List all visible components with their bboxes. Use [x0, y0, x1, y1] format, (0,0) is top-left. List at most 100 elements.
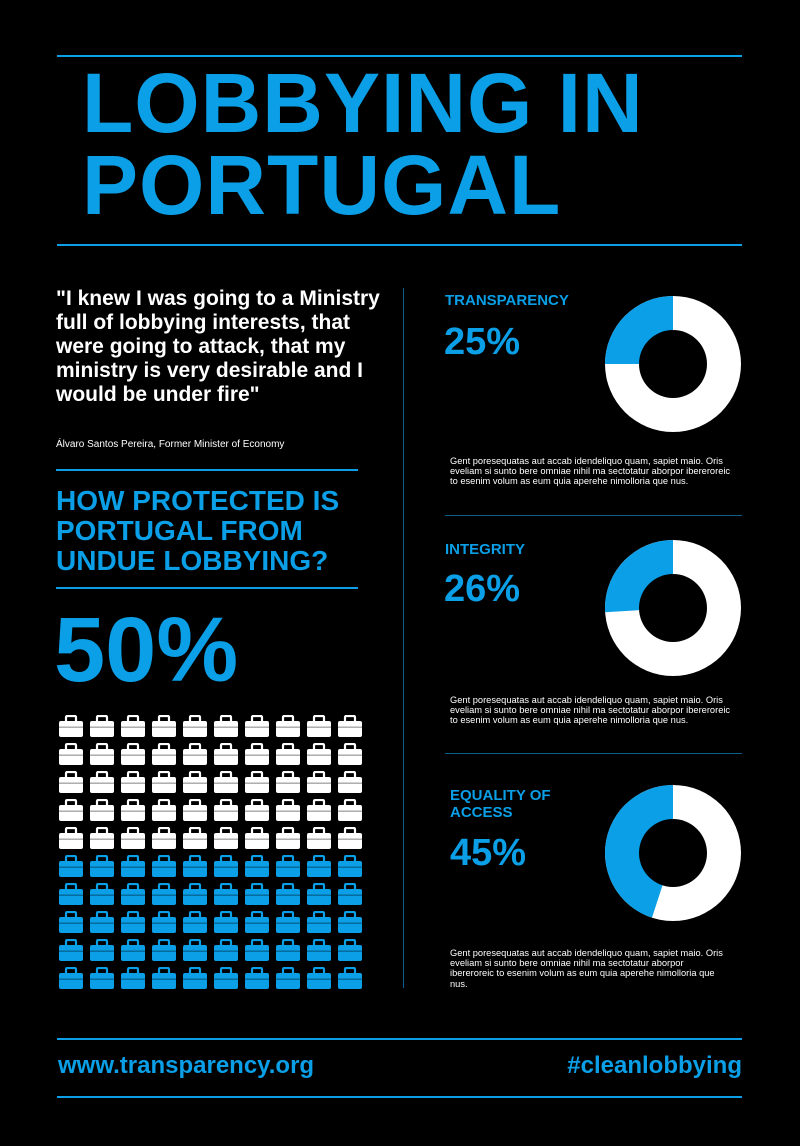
briefcase-icon: [307, 883, 331, 905]
briefcase-icon: [121, 855, 145, 877]
quote-text: "I knew I was going to a Ministry full o…: [56, 287, 380, 406]
briefcase-icon: [152, 799, 176, 821]
footer-url-link[interactable]: www.transparency.org: [58, 1052, 315, 1079]
briefcase-icon: [152, 855, 176, 877]
briefcase-icon: [307, 911, 331, 933]
donut-chart-equality-of-access: [605, 785, 741, 921]
briefcase-icon: [214, 939, 238, 961]
title-bottom-rule: [57, 244, 742, 246]
briefcase-icon: [214, 827, 238, 849]
briefcase-icon: [183, 939, 207, 961]
briefcase-icon: [245, 855, 269, 877]
briefcase-icon: [276, 939, 300, 961]
briefcase-icon: [245, 911, 269, 933]
briefcase-icon: [307, 855, 331, 877]
briefcase-icon: [276, 743, 300, 765]
briefcase-icon: [245, 771, 269, 793]
metric-value-equality-of-access: 45%: [450, 832, 527, 874]
briefcase-icon: [183, 827, 207, 849]
briefcase-icon: [307, 799, 331, 821]
protection-question: HOW PROTECTED IS PORTUGAL FROM UNDUE LOB…: [56, 485, 340, 576]
briefcase-icon: [152, 911, 176, 933]
briefcase-icon: [245, 939, 269, 961]
metric-description-transparency: Gent poresequatas aut accab idendeliquo …: [450, 456, 731, 487]
briefcase-icon: [307, 827, 331, 849]
metric-value-transparency: 25%: [444, 321, 521, 363]
briefcase-icon: [214, 771, 238, 793]
briefcase-icon: [214, 911, 238, 933]
question-divider: [56, 587, 358, 589]
briefcase-icon: [338, 743, 362, 765]
briefcase-icon: [90, 911, 114, 933]
briefcase-icon: [183, 743, 207, 765]
column-divider: [403, 288, 404, 988]
briefcase-icon: [121, 799, 145, 821]
briefcase-icon: [338, 827, 362, 849]
briefcase-icon: [59, 827, 83, 849]
briefcase-icon: [59, 743, 83, 765]
briefcase-icon: [183, 799, 207, 821]
donut-hole: [639, 574, 707, 642]
briefcase-icon: [338, 799, 362, 821]
footer-bottom-rule: [57, 1096, 742, 1098]
briefcase-icon: [307, 967, 331, 989]
briefcase-icon: [121, 967, 145, 989]
donut-chart-integrity: [605, 540, 741, 676]
briefcase-icon: [183, 855, 207, 877]
briefcase-icon: [276, 799, 300, 821]
briefcase-icon: [307, 771, 331, 793]
donut-hole: [639, 330, 707, 398]
briefcase-icon: [59, 911, 83, 933]
briefcase-icon: [338, 967, 362, 989]
briefcase-icon: [183, 883, 207, 905]
page-title: LOBBYING IN PORTUGAL: [82, 56, 644, 232]
briefcase-icon: [59, 715, 83, 737]
quote-attribution: Álvaro Santos Pereira, Former Minister o…: [56, 439, 285, 450]
donut-hole: [639, 819, 707, 887]
briefcase-icon: [338, 715, 362, 737]
metric-description-integrity: Gent poresequatas aut accab idendeliquo …: [450, 695, 731, 726]
protection-score: 50%: [54, 599, 239, 701]
briefcase-icon: [59, 939, 83, 961]
briefcase-icon: [245, 967, 269, 989]
briefcase-icon: [90, 799, 114, 821]
briefcase-icon: [245, 827, 269, 849]
metric-label-transparency: TRANSPARENCY: [445, 292, 569, 309]
metric-label-equality-of-access: EQUALITY OF ACCESS: [450, 787, 551, 821]
briefcase-icon: [214, 967, 238, 989]
briefcase-icon: [276, 715, 300, 737]
briefcase-icon: [121, 883, 145, 905]
briefcase-icon: [59, 883, 83, 905]
briefcase-icon: [59, 967, 83, 989]
briefcase-icon: [245, 883, 269, 905]
briefcase-icon: [152, 743, 176, 765]
briefcase-icon: [152, 827, 176, 849]
briefcase-icon: [152, 939, 176, 961]
briefcase-icon: [90, 939, 114, 961]
quote-divider: [56, 469, 358, 471]
briefcase-icon: [245, 743, 269, 765]
briefcase-icon: [90, 967, 114, 989]
metric-description-equality-of-access: Gent poresequatas aut accab idendeliquo …: [450, 948, 723, 989]
briefcase-icon: [152, 883, 176, 905]
briefcase-icon: [338, 855, 362, 877]
briefcase-icon: [121, 939, 145, 961]
briefcase-icon: [59, 855, 83, 877]
briefcase-icon: [214, 855, 238, 877]
briefcase-icon: [276, 911, 300, 933]
briefcase-icon: [307, 939, 331, 961]
briefcase-icon: [121, 743, 145, 765]
briefcase-icon: [121, 715, 145, 737]
briefcase-icon: [276, 883, 300, 905]
briefcase-icon: [214, 883, 238, 905]
briefcase-icon: [90, 883, 114, 905]
briefcase-icon: [214, 715, 238, 737]
briefcase-icon: [183, 771, 207, 793]
briefcase-icon: [276, 827, 300, 849]
briefcase-icon: [121, 911, 145, 933]
metric-label-integrity: INTEGRITY: [445, 541, 526, 558]
metric-divider-1: [445, 515, 742, 516]
briefcase-icon: [214, 799, 238, 821]
briefcase-icon: [152, 967, 176, 989]
briefcase-icon: [90, 827, 114, 849]
